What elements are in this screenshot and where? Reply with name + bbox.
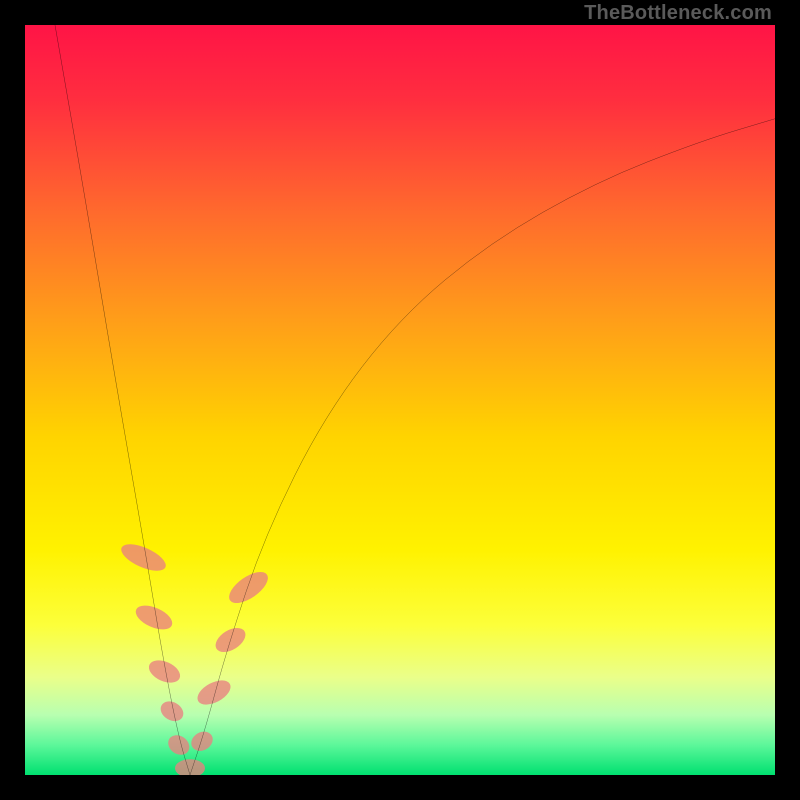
marker-lozenge	[145, 656, 183, 687]
data-point-markers	[118, 539, 273, 775]
marker-lozenge	[224, 566, 273, 609]
curve-right-branch	[190, 119, 775, 775]
marker-lozenge	[132, 601, 176, 635]
watermark-text: TheBottleneck.com	[584, 2, 772, 25]
curve-left-branch	[55, 25, 190, 775]
marker-lozenge	[157, 697, 187, 725]
bottleneck-curve	[25, 25, 775, 775]
marker-lozenge	[118, 539, 170, 576]
plot-area	[25, 25, 775, 775]
chart-frame: TheBottleneck.com	[0, 0, 800, 800]
marker-lozenge	[194, 675, 235, 709]
marker-lozenge	[175, 759, 205, 775]
marker-lozenge	[188, 728, 216, 755]
